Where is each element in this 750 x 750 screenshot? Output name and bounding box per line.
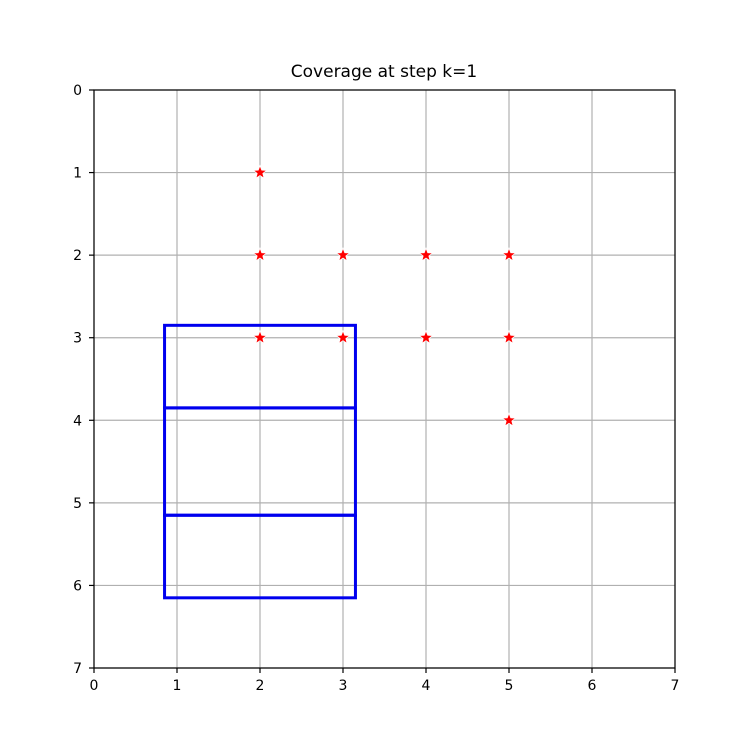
y-tick-label: 0 bbox=[73, 83, 82, 99]
x-tick-label: 1 bbox=[173, 678, 182, 694]
y-tick-label: 1 bbox=[73, 166, 82, 182]
star-marker bbox=[501, 247, 517, 262]
x-axis-ticks: 0 1 2 3 4 5 6 7 bbox=[90, 668, 680, 694]
plot-frame bbox=[93, 89, 676, 669]
y-tick-label: 7 bbox=[73, 661, 82, 677]
y-tick-label: 4 bbox=[73, 413, 82, 429]
star-marker bbox=[501, 329, 517, 345]
x-tick-label: 3 bbox=[339, 678, 348, 694]
star-marker bbox=[252, 247, 268, 262]
star-marker bbox=[252, 164, 268, 180]
y-tick-label: 2 bbox=[73, 248, 82, 264]
star-marker bbox=[335, 329, 351, 345]
star-marker bbox=[252, 329, 268, 345]
axes bbox=[93, 89, 676, 669]
chart-title: Coverage at step k=1 bbox=[291, 62, 477, 82]
y-axis-ticks: 0 1 2 3 4 5 6 7 bbox=[73, 83, 94, 677]
coverage-rectangles bbox=[163, 323, 357, 600]
x-tick-label: 7 bbox=[671, 678, 680, 694]
grid bbox=[93, 89, 676, 669]
star-marker bbox=[418, 329, 434, 345]
x-tick-label: 0 bbox=[90, 678, 99, 694]
x-tick-label: 5 bbox=[505, 678, 514, 694]
star-marker bbox=[418, 247, 434, 262]
x-tick-label: 6 bbox=[588, 678, 597, 694]
y-tick-label: 3 bbox=[73, 331, 82, 347]
data-points bbox=[252, 164, 517, 427]
y-tick-label: 6 bbox=[73, 578, 82, 594]
y-tick-label: 5 bbox=[73, 496, 82, 512]
x-tick-label: 2 bbox=[256, 678, 265, 694]
star-marker bbox=[335, 247, 351, 262]
star-marker bbox=[501, 412, 517, 427]
coverage-rectangle bbox=[163, 513, 357, 600]
x-tick-label: 4 bbox=[422, 678, 431, 694]
